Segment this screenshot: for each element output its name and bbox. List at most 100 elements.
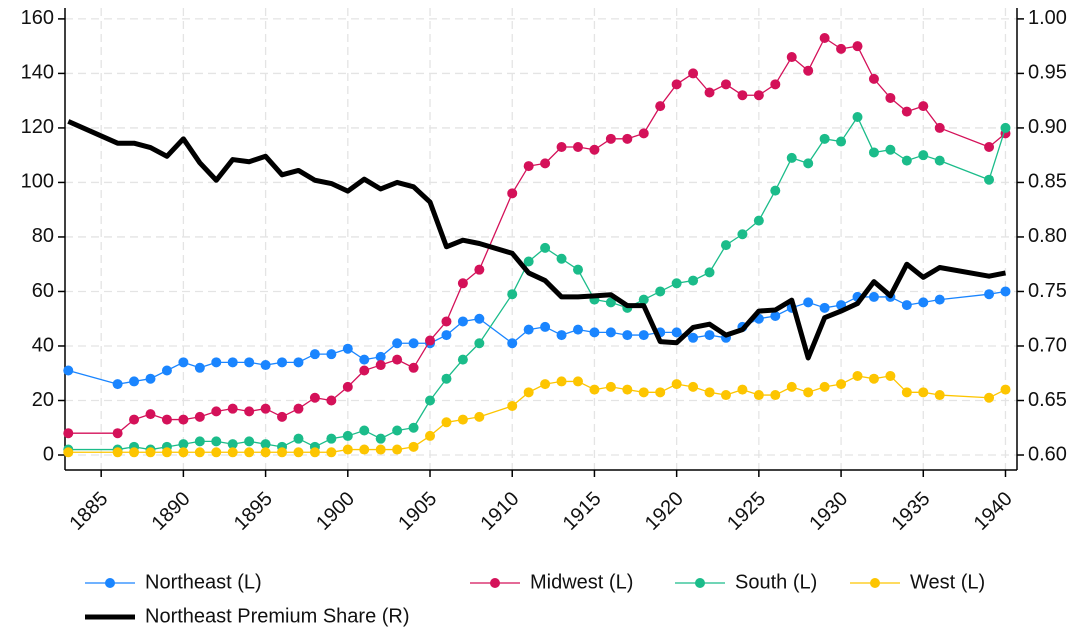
data-point: [309, 392, 320, 403]
data-point: [638, 128, 649, 139]
data-point: [786, 52, 797, 63]
data-point: [819, 302, 830, 313]
data-point: [293, 447, 304, 458]
data-point: [901, 106, 912, 117]
data-point: [342, 343, 353, 354]
data-point: [441, 330, 452, 341]
data-point: [211, 436, 222, 447]
data-point: [194, 447, 205, 458]
data-point: [523, 256, 534, 267]
data-point: [359, 425, 370, 436]
data-point: [129, 376, 140, 387]
data-point: [326, 433, 337, 444]
data-point: [688, 68, 699, 79]
data-point: [244, 406, 255, 417]
data-point: [918, 387, 929, 398]
y-tick-label: 60: [32, 280, 54, 302]
data-point: [556, 253, 567, 264]
data-point: [572, 264, 583, 275]
y2-tick-label: 0.85: [1028, 171, 1067, 193]
y-tick-label: 40: [32, 334, 54, 356]
data-point: [655, 101, 666, 112]
data-point: [161, 365, 172, 376]
data-point: [1000, 286, 1011, 297]
data-point: [211, 357, 222, 368]
data-point: [474, 264, 485, 275]
data-point: [227, 403, 238, 414]
data-point: [786, 381, 797, 392]
data-point: [638, 294, 649, 305]
data-point: [934, 122, 945, 133]
data-point: [507, 338, 518, 349]
data-point: [293, 403, 304, 414]
x-tick-label: 1935: [888, 488, 935, 535]
data-point: [556, 330, 567, 341]
data-point: [63, 428, 74, 439]
y2-tick-label: 1.00: [1028, 7, 1067, 29]
data-point: [671, 327, 682, 338]
data-point: [671, 379, 682, 390]
x-tick-label: 1890: [148, 488, 195, 535]
y2-tick-label: 0.90: [1028, 116, 1067, 138]
data-point: [112, 447, 123, 458]
data-point: [408, 362, 419, 373]
data-point: [161, 447, 172, 458]
x-tick-label: 1885: [65, 488, 112, 535]
data-point: [770, 79, 781, 90]
data-point: [852, 112, 863, 123]
data-point: [359, 354, 370, 365]
series-line: [67, 119, 1006, 361]
legend-label: Northeast (L): [145, 571, 262, 593]
data-point: [622, 384, 633, 395]
y-tick-label: 20: [32, 389, 54, 411]
data-point: [819, 381, 830, 392]
data-point: [375, 444, 386, 455]
data-point: [1000, 384, 1011, 395]
x-tick-label: 1940: [970, 488, 1017, 535]
data-point: [425, 335, 436, 346]
data-point: [309, 447, 320, 458]
data-point: [885, 370, 896, 381]
data-point: [408, 338, 419, 349]
data-point: [572, 324, 583, 335]
data-point: [441, 316, 452, 327]
data-point: [457, 316, 468, 327]
data-point: [244, 357, 255, 368]
data-point: [720, 390, 731, 401]
data-point: [572, 376, 583, 387]
x-tick-label: 1930: [805, 488, 852, 535]
data-point: [655, 286, 666, 297]
legend-marker: [105, 578, 115, 588]
data-point: [474, 338, 485, 349]
data-point: [375, 360, 386, 371]
data-point: [457, 414, 468, 425]
data-point: [523, 387, 534, 398]
x-tick-label: 1895: [230, 488, 277, 535]
series-line: [68, 37, 1006, 434]
data-point: [803, 387, 814, 398]
y2-tick-label: 0.75: [1028, 280, 1067, 302]
legend-label: South (L): [735, 571, 817, 593]
data-point: [293, 433, 304, 444]
x-tick-label: 1900: [312, 488, 359, 535]
data-point: [211, 447, 222, 458]
y-tick-label: 0: [43, 443, 54, 465]
data-point: [984, 392, 995, 403]
data-point: [540, 158, 551, 169]
data-point: [474, 313, 485, 324]
data-point: [556, 142, 567, 153]
data-point: [868, 147, 879, 158]
legend-label: West (L): [910, 571, 985, 593]
data-point: [688, 332, 699, 343]
x-tick-label: 1920: [641, 488, 688, 535]
data-point: [227, 357, 238, 368]
data-point: [819, 133, 830, 144]
data-point: [129, 414, 140, 425]
data-point: [326, 395, 337, 406]
data-point: [507, 400, 518, 411]
data-point: [901, 387, 912, 398]
data-point: [556, 376, 567, 387]
data-point: [737, 384, 748, 395]
data-point: [178, 439, 189, 450]
